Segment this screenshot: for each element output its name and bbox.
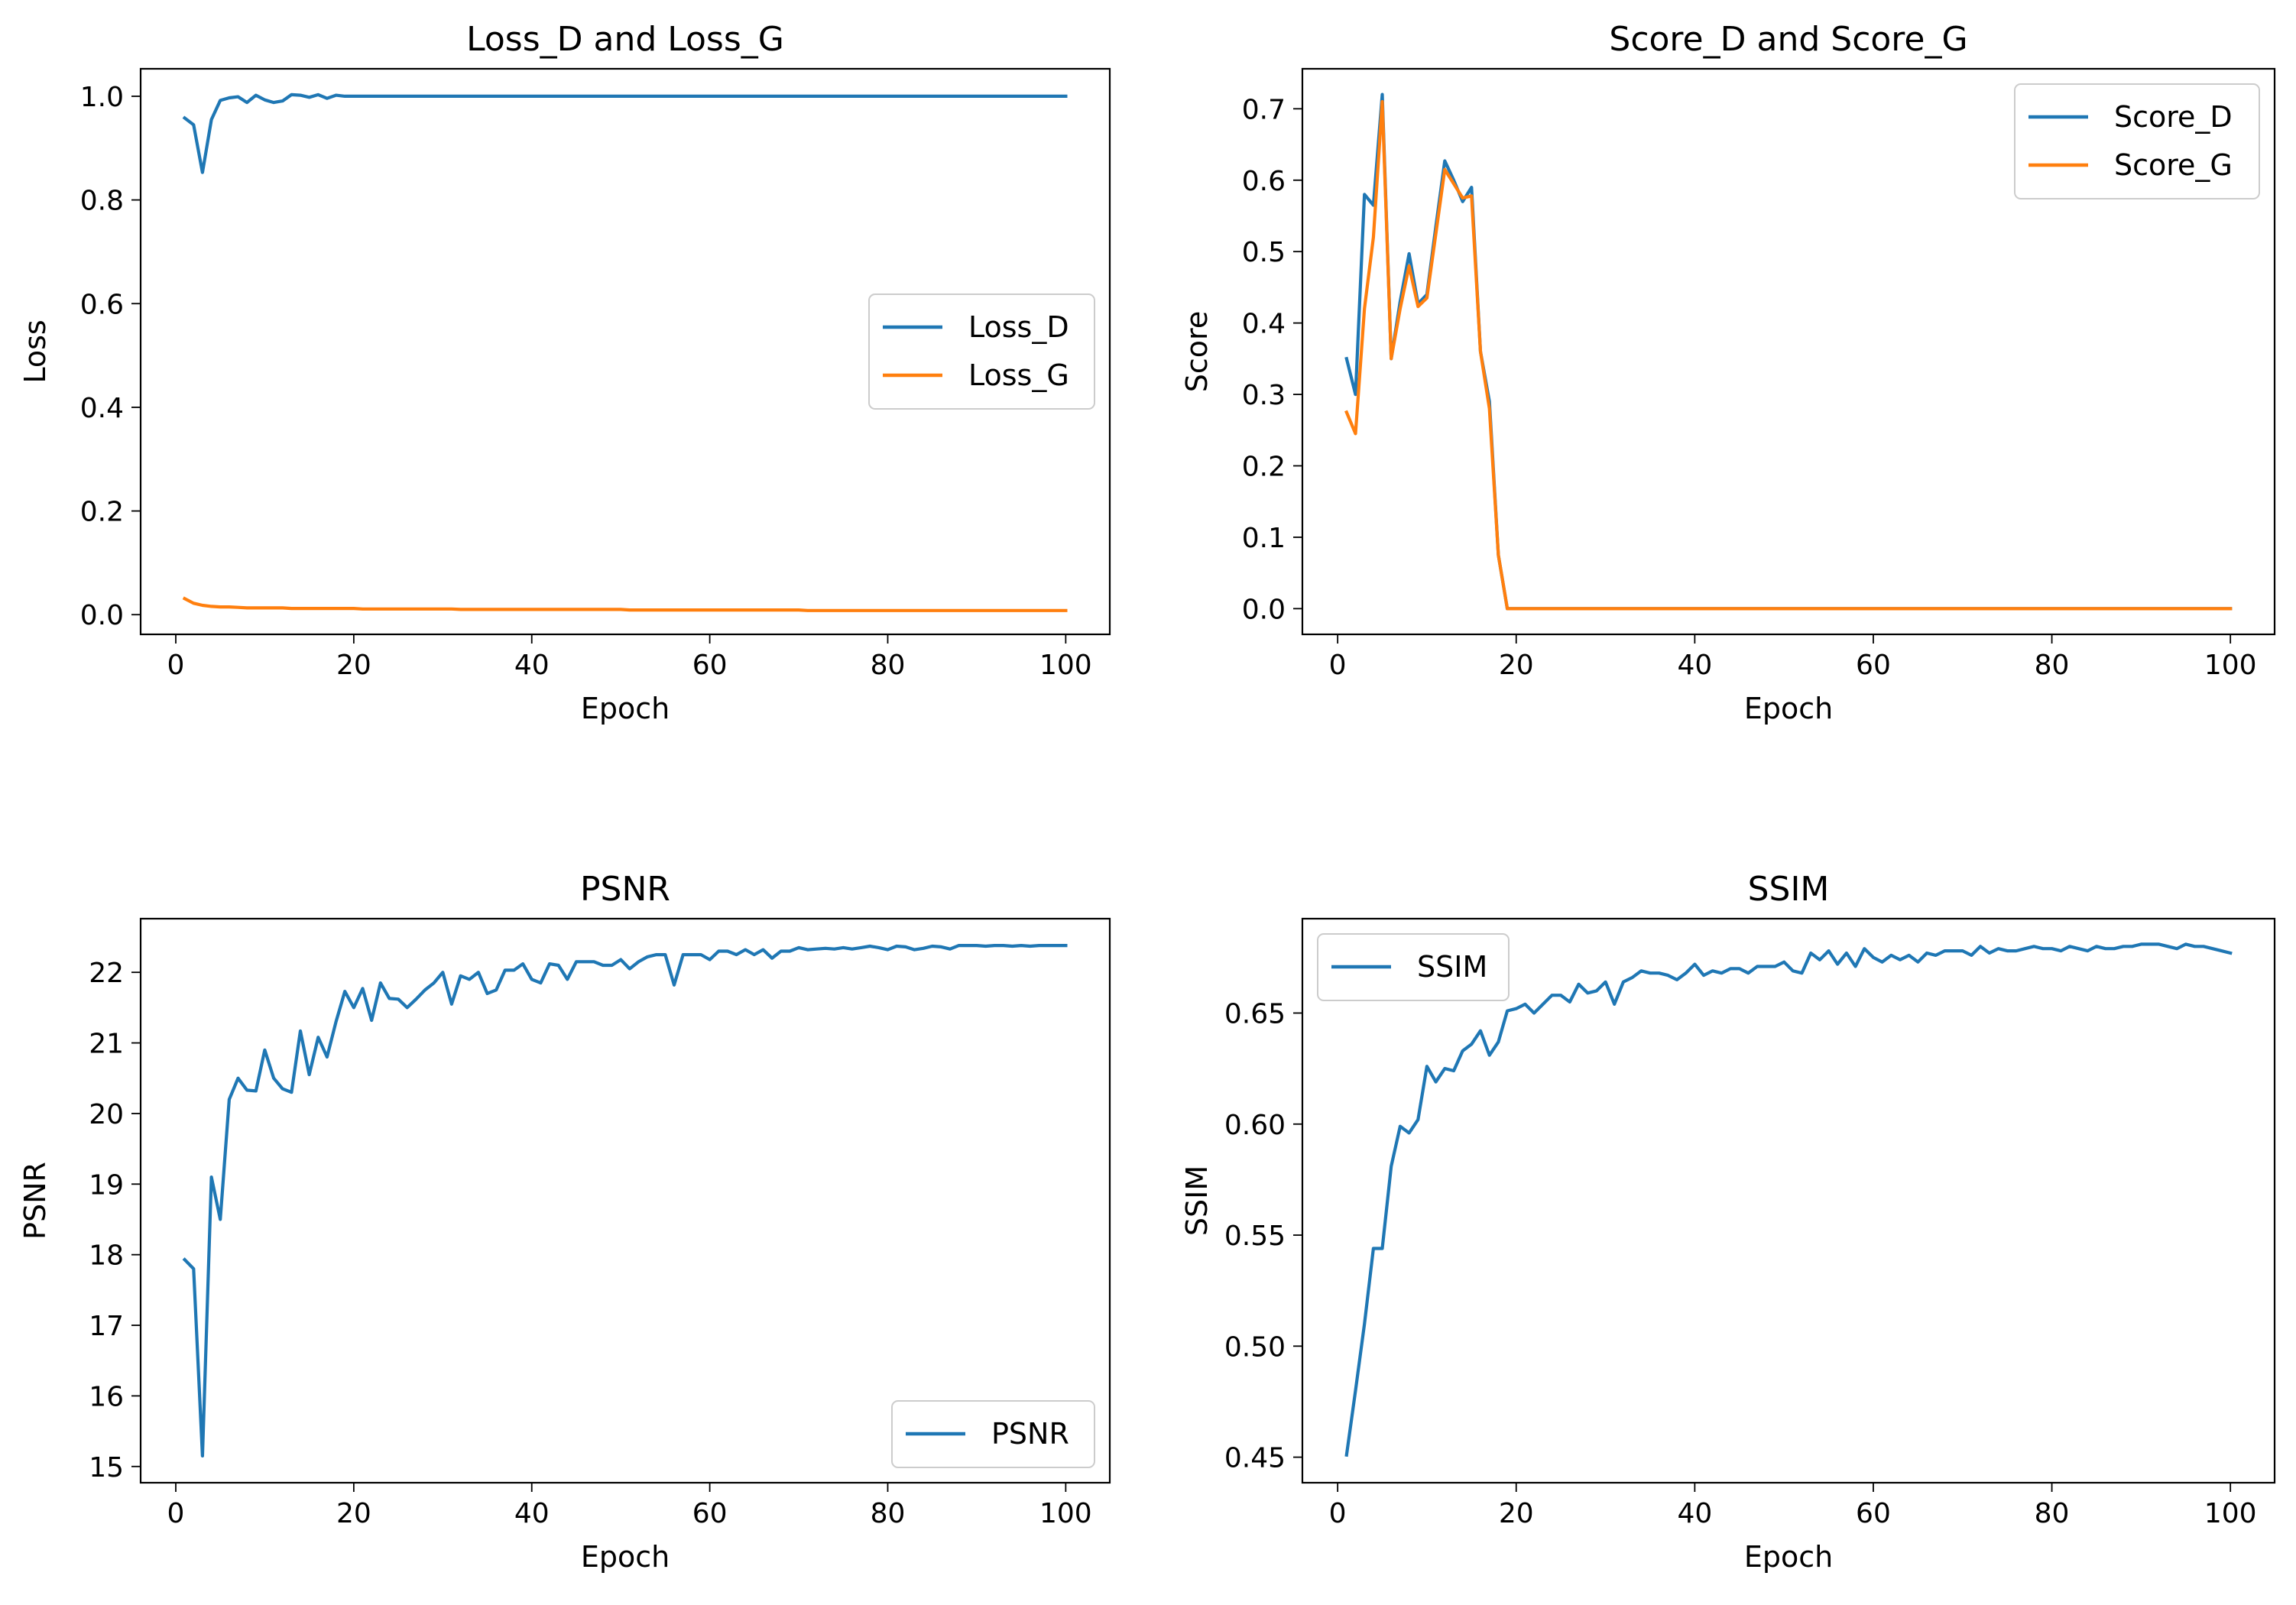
chart-panel-1: 0 20 40 60 80 100 0.0 0.2 0.4 0.6 0.8 1.0 Loss_D and… [18, 20, 1111, 725]
legend-label: Score_D [2114, 100, 2233, 134]
x-tick-label: 60 [1856, 650, 1891, 681]
x-axis-label: Epoch [581, 1540, 670, 1574]
axes-frame [139, 67, 1111, 636]
x-tick-label: 40 [514, 1498, 550, 1529]
x-tick-label: 40 [1677, 1498, 1712, 1529]
legend-label: Loss_D [968, 310, 1069, 344]
y-tick-label: 18 [89, 1240, 124, 1272]
y-tick-label: 0.4 [1242, 309, 1286, 340]
y-axis-label: PSNR [18, 1162, 52, 1240]
legend-label: Score_G [2114, 148, 2233, 182]
x-tick-label: 100 [2204, 1498, 2257, 1529]
series-line-ssim [1344, 942, 2233, 1457]
legend-box [2014, 83, 2260, 199]
x-tick-label: 40 [1677, 650, 1712, 681]
x-tick-label: 80 [2035, 650, 2070, 681]
y-tick-label: 0.0 [1242, 594, 1286, 625]
x-tick-label: 80 [871, 650, 906, 681]
y-tick-label: 0.8 [80, 186, 124, 217]
legend-box [891, 1400, 1095, 1468]
legend-label: SSIM [1417, 950, 1487, 984]
y-tick-label: 16 [89, 1381, 124, 1412]
series-line-score-g [1344, 99, 2233, 611]
y-tick-label: 0.7 [1242, 94, 1286, 125]
x-tick-label: 0 [1329, 1498, 1347, 1529]
y-tick-label: 0.50 [1224, 1331, 1286, 1363]
y-tick-label: 0.45 [1224, 1443, 1286, 1474]
chart-title: SSIM [1748, 870, 1830, 909]
x-tick-label: 60 [1856, 1498, 1891, 1529]
series-line-psnr [182, 943, 1068, 1458]
y-tick-label: 22 [89, 958, 124, 989]
y-axis-label: Score [1180, 311, 1214, 392]
chart-panel-2: 0 20 40 60 80 100 0.0 0.1 0.2 0.3 0.4 0.5 0.6 0.7 Scor… [1180, 20, 2276, 725]
chart-title: Score_D and Score_G [1609, 20, 1967, 59]
legend-box [868, 293, 1095, 410]
y-tick-label: 0.3 [1242, 380, 1286, 411]
y-tick-label: 15 [89, 1452, 124, 1483]
y-tick-label: 0.2 [1242, 451, 1286, 482]
legend-label: Loss_G [968, 358, 1069, 392]
x-axis-label: Epoch [1744, 1540, 1833, 1574]
y-tick-label: 1.0 [80, 82, 124, 113]
x-tick-label: 40 [514, 650, 550, 681]
x-tick-label: 0 [167, 650, 185, 681]
chart-panel-4: 0 20 40 60 80 100 0.45 0.50 0.55 0.60 0.65 SSIM Epoc… [1180, 870, 2276, 1574]
axes-frame [1301, 67, 2276, 636]
legend-box [1317, 933, 1510, 1001]
axes-frame [1301, 917, 2276, 1484]
y-axis-label: Loss [18, 319, 52, 383]
x-tick-label: 100 [1039, 650, 1092, 681]
series-line-loss-g [182, 596, 1068, 612]
x-tick-label: 20 [336, 1498, 371, 1529]
y-tick-label: 19 [89, 1169, 124, 1201]
x-tick-label: 0 [167, 1498, 185, 1529]
x-axis-label: Epoch [1744, 692, 1833, 725]
legend: PSNR [891, 1400, 1095, 1468]
y-tick-label: 21 [89, 1029, 124, 1060]
y-tick-label: 20 [89, 1099, 124, 1130]
x-tick-label: 20 [1499, 650, 1534, 681]
x-tick-label: 60 [692, 650, 728, 681]
y-tick-label: 0.60 [1224, 1110, 1286, 1141]
x-tick-label: 100 [2204, 650, 2257, 681]
x-axis-label: Epoch [581, 692, 670, 725]
y-tick-label: 0.55 [1224, 1221, 1286, 1252]
legend-label: PSNR [991, 1417, 1069, 1451]
legend: SSIM [1317, 933, 1510, 1001]
chart-title: PSNR [580, 870, 670, 909]
y-tick-label: 0.5 [1242, 237, 1286, 268]
y-axis-label: SSIM [1180, 1166, 1214, 1236]
x-tick-label: 100 [1039, 1498, 1092, 1529]
legend: Loss_D Loss_G [868, 293, 1095, 410]
x-tick-label: 0 [1329, 650, 1347, 681]
x-tick-label: 80 [871, 1498, 906, 1529]
y-tick-label: 0.0 [80, 600, 124, 631]
x-tick-label: 80 [2035, 1498, 2070, 1529]
series-line-loss-d [182, 92, 1068, 174]
y-tick-label: 17 [89, 1311, 124, 1342]
y-tick-label: 0.1 [1242, 523, 1286, 554]
y-tick-label: 0.2 [80, 497, 124, 528]
y-tick-label: 0.6 [1242, 166, 1286, 197]
chart-panel-3: 0 20 40 60 80 100 15 16 17 18 19 20 21 22 PSNR Epoch PSN… [18, 870, 1111, 1574]
y-tick-label: 0.6 [80, 289, 124, 320]
chart-title: Loss_D and Loss_G [466, 20, 784, 59]
axes-frame [139, 917, 1111, 1484]
x-tick-label: 20 [336, 650, 371, 681]
x-tick-label: 60 [692, 1498, 728, 1529]
x-tick-label: 20 [1499, 1498, 1534, 1529]
y-tick-label: 0.65 [1224, 998, 1286, 1029]
y-tick-label: 0.4 [80, 393, 124, 424]
legend: Score_D Score_G [2014, 83, 2260, 199]
